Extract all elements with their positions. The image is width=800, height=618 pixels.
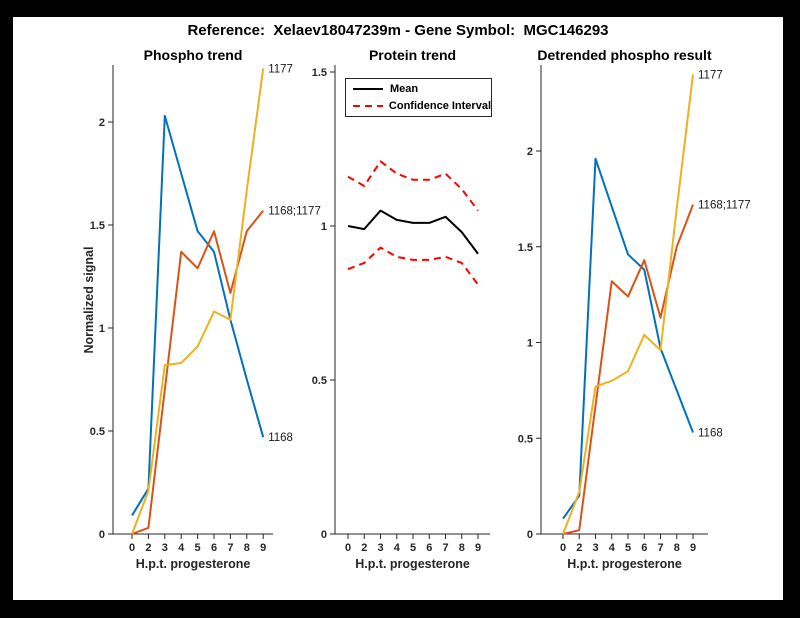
- legend: Mean Confidence Interval: [345, 78, 492, 117]
- y-tick-label: 1.5: [518, 242, 533, 254]
- x-tick-label: 2: [361, 542, 367, 554]
- series-end-label: 1168: [698, 428, 723, 440]
- x-tick-label: 8: [244, 542, 250, 554]
- series-end-label: 1177: [268, 63, 293, 75]
- x-tick-label: 8: [674, 542, 680, 554]
- x-tick-label: 6: [426, 542, 432, 554]
- series-line-1177: [562, 74, 694, 535]
- x-axis-label-right: H.p.t. progesterone: [567, 557, 682, 571]
- x-tick-label: 6: [641, 542, 647, 554]
- x-tick-label: 5: [410, 542, 416, 554]
- y-tick-label: 0.5: [518, 433, 533, 445]
- legend-item-mean: Mean: [352, 83, 491, 95]
- series-line-1168: [562, 157, 694, 520]
- legend-item-confidence-interval: Confidence Interval: [352, 100, 491, 112]
- x-tick-label: 7: [442, 542, 448, 554]
- series-line-confidence-interval-lower: [347, 246, 479, 286]
- x-tick-label: 0: [129, 542, 135, 554]
- series-line-1168: [131, 114, 265, 516]
- y-tick-label: 1.5: [312, 67, 327, 79]
- x-tick-label: 4: [178, 542, 185, 554]
- x-tick-label: 3: [377, 542, 383, 554]
- x-tick-label: 3: [162, 542, 168, 554]
- legend-label-mean: Mean: [390, 83, 419, 96]
- series-end-label: 1168;1177: [698, 200, 751, 212]
- x-tick-label: 5: [625, 542, 631, 554]
- series-end-label: 1177: [698, 69, 723, 81]
- subplot-title-protein-trend: Protein trend: [368, 47, 457, 63]
- legend-label-confidence-interval: Confidence Interval: [388, 99, 491, 112]
- x-tick-label: 5: [195, 542, 201, 554]
- x-tick-label: 4: [394, 542, 401, 554]
- x-axis-label-middle: H.p.t. progesterone: [355, 557, 470, 571]
- x-tick-label: 9: [260, 542, 266, 554]
- y-tick-label: 1: [321, 221, 327, 233]
- y-tick-label: 0: [321, 529, 327, 541]
- y-tick-label: 1: [99, 323, 105, 335]
- series-end-label: 1168: [268, 432, 293, 444]
- x-axis-label-left: H.p.t. progesterone: [135, 557, 251, 571]
- subplot-title-detrended-phospho-result: Detrended phospho result: [537, 47, 712, 63]
- series-end-label: 1168;1177: [268, 206, 321, 218]
- y-tick-label: 0.5: [90, 426, 105, 438]
- y-tick-label: 0: [99, 529, 105, 541]
- x-tick-label: 0: [345, 542, 351, 554]
- x-tick-label: 7: [227, 542, 233, 554]
- x-tick-label: 2: [145, 542, 151, 554]
- line-charts: 00.511.520 2 3 4 5 6 7 8 911681168;1177117700.51…: [90, 63, 751, 554]
- y-tick-label: 0: [527, 529, 533, 541]
- series-line-1168-1177: [562, 204, 694, 535]
- matlab-figure-canvas: Reference: Xelaev18047239m - Gene Symbol…: [13, 17, 783, 600]
- figure-title: Reference: Xelaev18047239m - Gene Symbol…: [187, 22, 609, 39]
- x-tick-label: 3: [592, 542, 598, 554]
- x-tick-label: 4: [609, 542, 616, 554]
- x-tick-label: 0: [560, 542, 566, 554]
- plot-area-1: 00.511.50 2 3 4 5 6 7 8 9: [312, 65, 490, 554]
- series-line-mean: [347, 209, 479, 255]
- x-tick-label: 8: [459, 542, 465, 554]
- confidence-interval-line-sample-icon: [353, 104, 383, 107]
- y-tick-label: 2: [99, 117, 105, 129]
- subplot-title-phospho-trend: Phospho trend: [143, 47, 243, 63]
- y-tick-label: 0.5: [312, 375, 327, 387]
- x-tick-label: 7: [657, 542, 663, 554]
- x-tick-label: 9: [475, 542, 481, 554]
- x-tick-label: 6: [211, 542, 217, 554]
- series-line-confidence-interval-upper: [347, 160, 479, 212]
- y-tick-label: 2: [527, 146, 533, 158]
- y-tick-label: 1: [527, 338, 533, 350]
- x-tick-label: 2: [576, 542, 582, 554]
- x-tick-label: 9: [690, 542, 696, 554]
- series-line-1168-1177: [131, 209, 264, 535]
- mean-line-sample-icon: [353, 88, 383, 91]
- y-tick-label: 1.5: [90, 220, 105, 232]
- series-line-1177: [131, 68, 265, 535]
